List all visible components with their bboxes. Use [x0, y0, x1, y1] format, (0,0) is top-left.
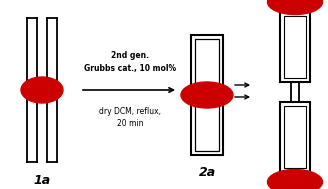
- Bar: [280, 12, 310, 82]
- Text: 3a: 3a: [286, 180, 303, 189]
- Text: Grubbs cat., 10 mol%: Grubbs cat., 10 mol%: [84, 64, 176, 73]
- Ellipse shape: [268, 170, 322, 189]
- Text: 20 min: 20 min: [117, 119, 143, 129]
- Text: 1a: 1a: [33, 174, 51, 187]
- Bar: [195, 39, 219, 151]
- Text: dry DCM, reflux,: dry DCM, reflux,: [99, 108, 161, 116]
- Text: 2a: 2a: [198, 166, 215, 178]
- Bar: [284, 16, 306, 78]
- Bar: [191, 35, 223, 155]
- Ellipse shape: [268, 0, 322, 15]
- Ellipse shape: [21, 77, 63, 103]
- Bar: [280, 102, 310, 172]
- Text: 2nd gen.: 2nd gen.: [111, 50, 149, 60]
- Bar: [284, 106, 306, 168]
- Ellipse shape: [181, 82, 233, 108]
